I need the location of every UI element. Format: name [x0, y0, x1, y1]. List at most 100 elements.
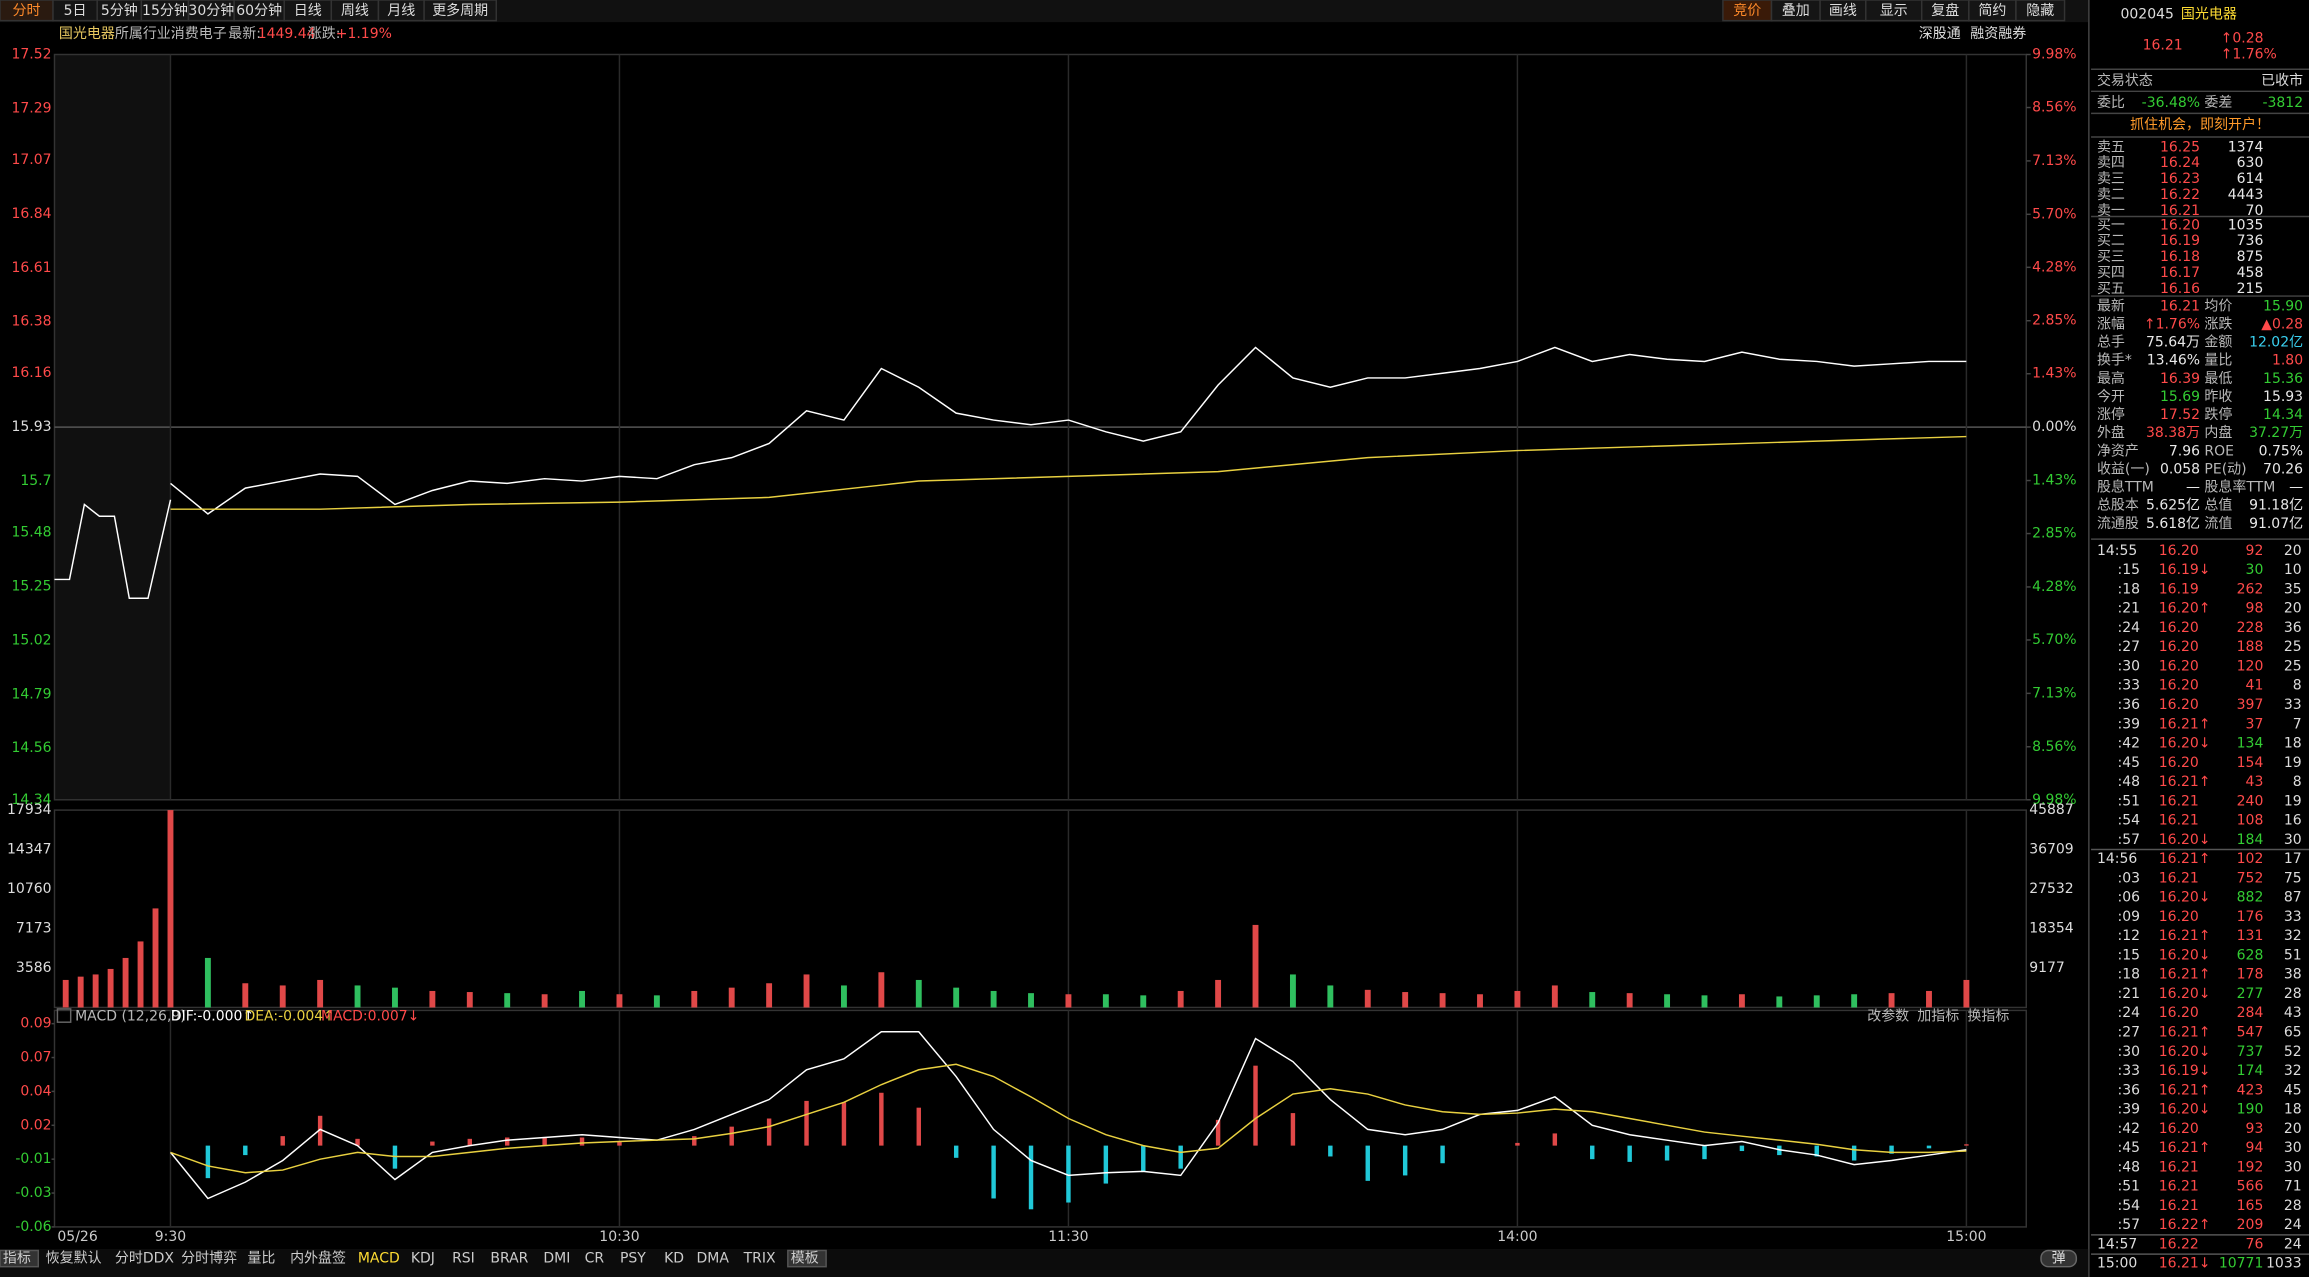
tab-label[interactable]: 月线: [387, 3, 415, 19]
indicator-button[interactable]: 换指标: [1967, 1007, 2009, 1024]
x-tick-label: 10:30: [599, 1229, 639, 1245]
macd-bar: [1552, 1133, 1558, 1146]
price-line: [54, 499, 172, 600]
tool-label[interactable]: 显示: [1880, 3, 1908, 19]
tick-volume: 30: [2246, 562, 2264, 578]
bottom-tab[interactable]: 量比: [247, 1251, 275, 1267]
macd-bar: [1365, 1145, 1370, 1181]
y2-tick-label: 8.56%: [2032, 100, 2076, 116]
tab-label[interactable]: 5分钟: [101, 2, 138, 19]
y-tick-label: 16.84: [11, 206, 51, 222]
tick-price: 16.22: [2159, 1236, 2199, 1252]
tick-price: 16.20↓: [2159, 832, 2211, 848]
tick-time: 15:00: [2097, 1256, 2137, 1272]
stat-value: 15.69: [2160, 389, 2200, 405]
tool-label[interactable]: 叠加: [1782, 3, 1810, 19]
bottom-tab[interactable]: DMI: [543, 1251, 570, 1267]
popup-label[interactable]: 弹: [2052, 1251, 2066, 1267]
tab-box[interactable]: [787, 1249, 827, 1268]
tool-label[interactable]: 简约: [1978, 2, 2006, 19]
tick-price: 16.21↑: [2159, 1140, 2211, 1156]
tool[interactable]: [2015, 0, 2066, 22]
bottom-tab[interactable]: 模板: [791, 1251, 819, 1267]
tick-price: 16.21↑: [2159, 928, 2211, 944]
y2-tick-label: 36709: [2029, 842, 2073, 858]
bottom-tab[interactable]: DMA: [697, 1251, 730, 1267]
book-price: 16.17: [2160, 265, 2200, 281]
bottom-tab[interactable]: 分时DDX: [115, 1251, 174, 1267]
stat-label: 昨收: [2204, 389, 2232, 405]
book-volume: 4443: [2228, 187, 2264, 203]
bottom-tab[interactable]: RSI: [452, 1251, 475, 1267]
tool-label[interactable]: 画线: [1829, 3, 1857, 19]
help-icon[interactable]: [56, 1008, 72, 1023]
dea-line: [170, 1063, 1967, 1174]
y-tick-label: 16.61: [11, 260, 51, 276]
tick-price: 16.21↑: [2159, 851, 2211, 867]
tab-label[interactable]: 15分钟: [142, 2, 188, 19]
indicator-legend: DEA:-0.004↑: [244, 1008, 334, 1024]
tick-volume: 737: [2237, 1044, 2264, 1060]
tick-volume: 43: [2246, 774, 2264, 790]
tick-price: 16.20: [2159, 755, 2199, 771]
x-tick-label: 9:30: [155, 1229, 186, 1245]
tick-time: :57: [2118, 1217, 2141, 1233]
macd-bar: [1440, 1145, 1445, 1164]
bottom-tab[interactable]: BRAR: [490, 1251, 528, 1267]
y-tick-label: -0.03: [15, 1185, 51, 1201]
y-tick-label: 15.25: [11, 579, 51, 595]
tick-count: 1033: [2266, 1256, 2302, 1272]
tab-label[interactable]: 30分钟: [188, 2, 234, 19]
tick-time: :51: [2118, 793, 2141, 809]
stat-value: ↑1.76%: [2144, 316, 2200, 332]
book-label: 卖三: [2097, 171, 2125, 187]
tool-label[interactable]: 竞价: [1733, 2, 1761, 19]
volume-bar: [878, 972, 885, 1008]
volume-bar: [616, 994, 623, 1008]
tick-time: :45: [2118, 1140, 2141, 1156]
link[interactable]: 融资融券: [1970, 26, 2026, 42]
tab-box[interactable]: [0, 1249, 40, 1268]
bottom-tab[interactable]: CR: [585, 1251, 605, 1267]
tab[interactable]: [423, 0, 497, 22]
promo-link[interactable]: 抓住机会，即刻开户！: [2130, 116, 2270, 133]
tick-count: 8: [2293, 678, 2302, 694]
tick-price: 16.20↓: [2159, 986, 2211, 1002]
tab-label[interactable]: 周线: [341, 3, 369, 19]
indicator-button[interactable]: 加指标: [1917, 1008, 1959, 1024]
tick-volume: 192: [2237, 1159, 2264, 1175]
tool-label[interactable]: 隐藏: [2026, 3, 2054, 19]
bottom-tab[interactable]: 恢复默认: [46, 1250, 102, 1267]
tab-label[interactable]: 日线: [294, 3, 322, 19]
tab-label[interactable]: 5日: [64, 3, 87, 19]
bottom-tab[interactable]: MACD: [358, 1251, 400, 1267]
bottom-tab[interactable]: 指标: [3, 1251, 31, 1267]
tool-label[interactable]: 复盘: [1931, 2, 1959, 19]
volume-bar: [279, 985, 286, 1008]
tick-time: :15: [2118, 562, 2141, 578]
bottom-tab[interactable]: 分时博弈: [181, 1250, 237, 1267]
link[interactable]: 深股通: [1919, 26, 1961, 42]
indicator-button[interactable]: 改参数: [1867, 1007, 1909, 1024]
bottom-tab[interactable]: TRIX: [743, 1251, 776, 1267]
stat-label: ROE: [2204, 443, 2234, 459]
book-volume: 630: [2237, 155, 2264, 171]
tick-count: 24: [2284, 1236, 2302, 1252]
stat-value: 0.058: [2160, 461, 2200, 477]
bottom-tab[interactable]: KDJ: [411, 1251, 435, 1267]
popup-button[interactable]: [2040, 1249, 2078, 1268]
bottom-tab[interactable]: KD: [664, 1251, 684, 1267]
stat-value: 75.64万: [2146, 335, 2200, 351]
macd-bar: [1889, 1145, 1894, 1154]
tick-price: 16.21↑: [2159, 716, 2211, 732]
tab-label[interactable]: 分时: [13, 3, 41, 19]
bottom-tab[interactable]: 内外盘签: [290, 1250, 346, 1267]
y-tick-label: 17.52: [11, 46, 51, 62]
tick-volume: 240: [2237, 793, 2264, 809]
tab-label[interactable]: 60分钟: [236, 2, 282, 19]
tab-label[interactable]: 更多周期: [432, 2, 488, 19]
bottom-tab[interactable]: PSY: [620, 1251, 646, 1267]
macd-bar: [1926, 1145, 1932, 1149]
tick-volume: 397: [2237, 697, 2264, 713]
volume-bar: [354, 985, 361, 1008]
